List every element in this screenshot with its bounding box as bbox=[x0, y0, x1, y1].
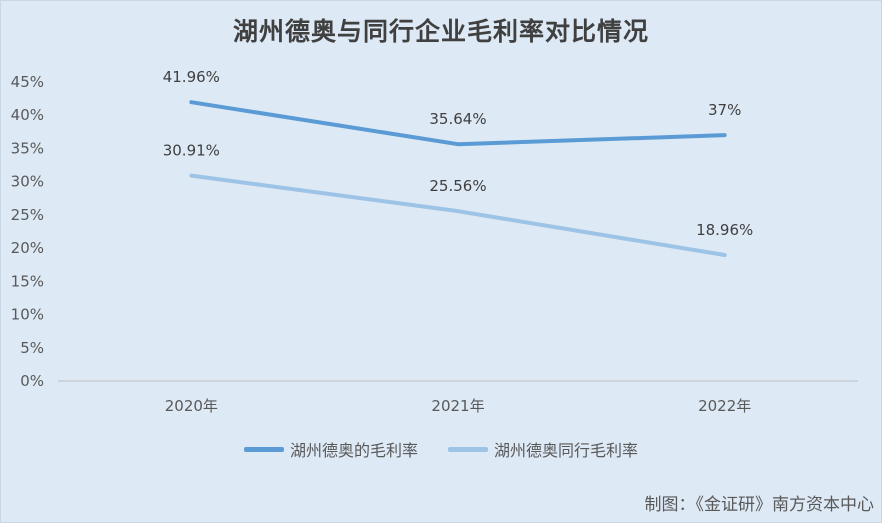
y-tick-label: 30% bbox=[11, 173, 44, 191]
y-tick-label: 10% bbox=[11, 306, 44, 324]
series-line-1 bbox=[189, 173, 727, 258]
y-tick-label: 20% bbox=[11, 239, 44, 257]
legend-swatch-peers bbox=[448, 446, 488, 452]
x-tick-label: 2020年 bbox=[165, 397, 218, 415]
data-label: 41.96% bbox=[163, 68, 220, 86]
x-tick-label: 2021年 bbox=[431, 397, 484, 415]
series-line-0 bbox=[189, 100, 727, 147]
data-label: 37% bbox=[708, 101, 741, 119]
source-note: 制图：《金证研》南方资本中心 bbox=[644, 495, 875, 515]
legend: 湖州德奥的毛利率 湖州德奥同行毛利率 bbox=[0, 437, 882, 461]
legend-label-company: 湖州德奥的毛利率 bbox=[289, 441, 418, 460]
data-label: 18.96% bbox=[696, 221, 753, 239]
legend-item-peers: 湖州德奥同行毛利率 bbox=[448, 437, 638, 461]
data-label: 35.64% bbox=[429, 110, 486, 128]
y-tick-label: 45% bbox=[11, 73, 44, 91]
legend-label-peers: 湖州德奥同行毛利率 bbox=[494, 441, 639, 460]
data-label: 25.56% bbox=[429, 177, 486, 195]
chart-title: 湖州德奥与同行企业毛利率对比情况 bbox=[232, 17, 649, 46]
y-tick-label: 35% bbox=[11, 139, 44, 157]
data-label: 30.91% bbox=[163, 142, 220, 160]
y-tick-label: 0% bbox=[20, 372, 44, 390]
x-tick-label: 2022年 bbox=[698, 397, 751, 415]
y-tick-label: 25% bbox=[11, 206, 44, 224]
y-tick-label: 40% bbox=[11, 106, 44, 124]
y-tick-label: 15% bbox=[11, 272, 44, 290]
legend-item-company: 湖州德奥的毛利率 bbox=[243, 437, 418, 461]
y-tick-label: 5% bbox=[20, 339, 44, 357]
legend-swatch-company bbox=[243, 446, 284, 452]
